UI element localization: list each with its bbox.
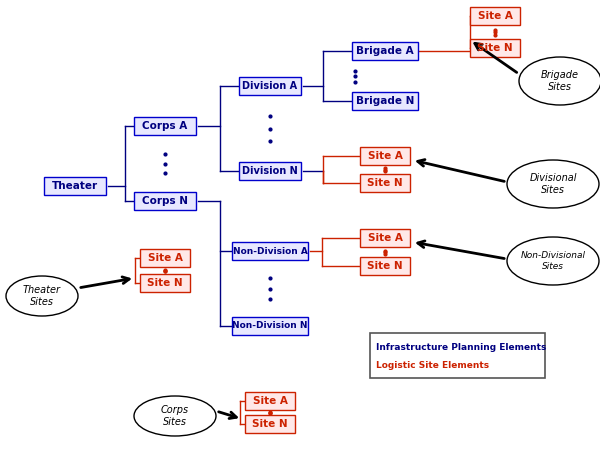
Ellipse shape: [507, 237, 599, 285]
Bar: [352, 42, 418, 60]
Bar: [140, 274, 190, 292]
Text: Site N: Site N: [367, 178, 403, 188]
Text: Brigade
Sites: Brigade Sites: [541, 70, 579, 92]
Text: Theater: Theater: [52, 181, 98, 191]
Text: Theater
Sites: Theater Sites: [23, 285, 61, 307]
Text: Brigade N: Brigade N: [356, 96, 414, 106]
Bar: [370, 333, 545, 378]
Ellipse shape: [6, 276, 78, 316]
Text: Site N: Site N: [477, 43, 513, 53]
Bar: [470, 7, 520, 25]
Bar: [360, 257, 410, 275]
Text: Site A: Site A: [368, 151, 403, 161]
Text: Site N: Site N: [147, 278, 183, 288]
Bar: [239, 162, 301, 180]
Bar: [360, 174, 410, 192]
Bar: [245, 415, 295, 433]
Text: Corps N: Corps N: [142, 196, 188, 206]
Bar: [360, 147, 410, 165]
Text: Site A: Site A: [253, 396, 287, 406]
Text: Logistic Site Elements: Logistic Site Elements: [376, 361, 489, 370]
Text: Brigade A: Brigade A: [356, 46, 414, 56]
Bar: [239, 77, 301, 95]
Text: Division A: Division A: [242, 81, 298, 91]
Bar: [232, 317, 308, 335]
Text: Site N: Site N: [252, 419, 288, 429]
Text: Divisional
Sites: Divisional Sites: [529, 173, 577, 195]
Text: Non-Divisional
Sites: Non-Divisional Sites: [521, 251, 586, 271]
Text: Corps
Sites: Corps Sites: [161, 405, 189, 427]
Bar: [134, 192, 196, 210]
Bar: [140, 249, 190, 267]
Text: Non-Division A: Non-Division A: [233, 247, 307, 255]
Ellipse shape: [134, 396, 216, 436]
Bar: [134, 117, 196, 135]
Text: Non-Division N: Non-Division N: [232, 322, 308, 330]
Text: Infrastructure Planning Elements: Infrastructure Planning Elements: [376, 343, 547, 352]
Bar: [44, 177, 106, 195]
Text: Division N: Division N: [242, 166, 298, 176]
Bar: [245, 392, 295, 410]
Ellipse shape: [507, 160, 599, 208]
Text: Site A: Site A: [478, 11, 512, 21]
Bar: [470, 39, 520, 57]
Text: Site A: Site A: [368, 233, 403, 243]
Text: Site N: Site N: [367, 261, 403, 271]
Bar: [352, 92, 418, 110]
Text: Corps A: Corps A: [142, 121, 188, 131]
Text: Site A: Site A: [148, 253, 182, 263]
Bar: [360, 229, 410, 247]
Ellipse shape: [519, 57, 600, 105]
Bar: [232, 242, 308, 260]
